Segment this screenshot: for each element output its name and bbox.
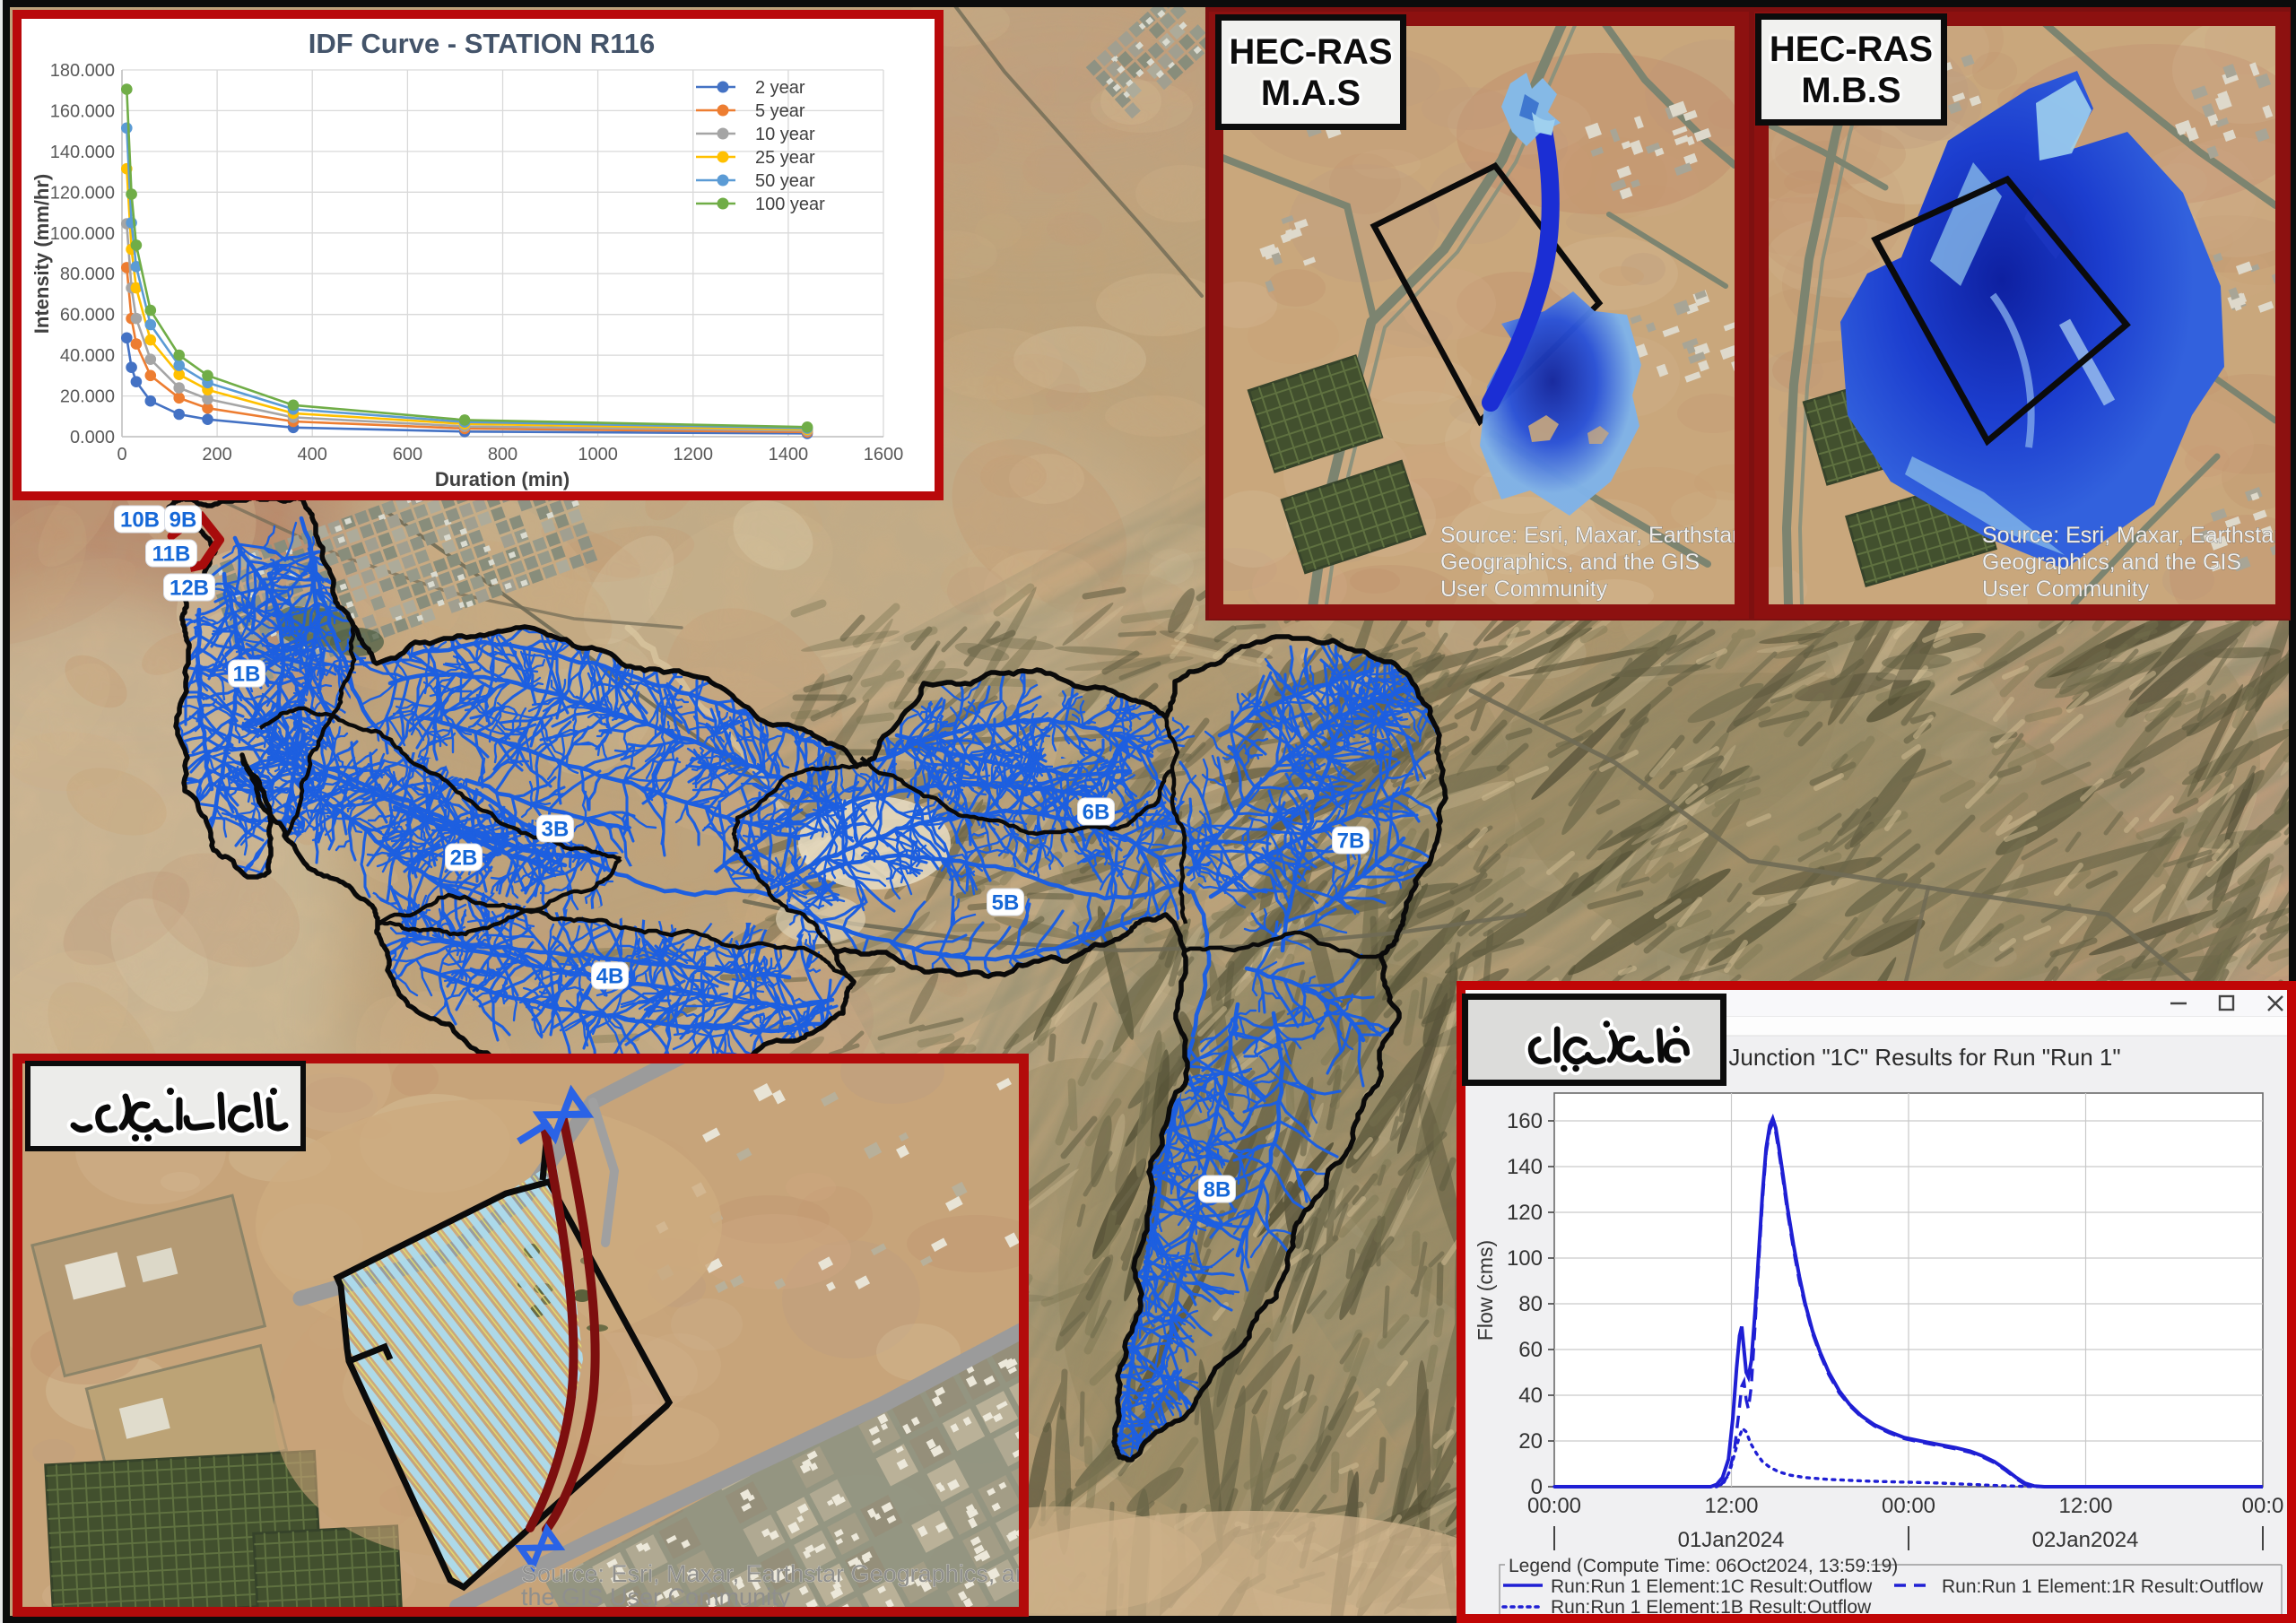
svg-text:100.000: 100.000 [50, 224, 115, 244]
svg-text:Flow (cms): Flow (cms) [1474, 1240, 1497, 1341]
svg-text:0.000: 0.000 [70, 428, 115, 447]
svg-text:Source: Esri, Maxar, Earthstar: Source: Esri, Maxar, Earthstar [1440, 523, 1735, 548]
svg-text:Run:Run 1 Element:1B Result:Ou: Run:Run 1 Element:1B Result:Outflow [1551, 1597, 1872, 1614]
svg-text:Duration (min): Duration (min) [435, 468, 570, 490]
svg-text:10 year: 10 year [755, 125, 815, 144]
svg-text:1600: 1600 [864, 445, 904, 464]
svg-text:120.000: 120.000 [50, 183, 115, 203]
svg-text:180.000: 180.000 [50, 61, 115, 81]
svg-text:10B: 10B [120, 508, 160, 533]
svg-text:Legend (Compute Time: 06Oct202: Legend (Compute Time: 06Oct2024, 13:59:1… [1509, 1556, 1898, 1576]
svg-text:800: 800 [488, 445, 517, 464]
svg-text:5B: 5B [992, 891, 1020, 916]
svg-text:00:00: 00:00 [1527, 1494, 1581, 1518]
svg-text:100: 100 [1507, 1246, 1543, 1271]
svg-text:Geographics, and the GIS: Geographics, and the GIS [1982, 550, 2241, 575]
svg-text:80.000: 80.000 [60, 265, 115, 284]
svg-text:400: 400 [298, 445, 327, 464]
svg-text:00:0: 00:0 [2242, 1494, 2284, 1518]
svg-text:User Community: User Community [1440, 577, 1608, 602]
svg-text:140: 140 [1507, 1155, 1543, 1179]
svg-text:3B: 3B [542, 818, 570, 842]
svg-text:140.000: 140.000 [50, 143, 115, 162]
svg-text:25 year: 25 year [755, 148, 815, 168]
svg-text:Run:Run 1 Element:1R Result:Ou: Run:Run 1 Element:1R Result:Outflow [1942, 1576, 2264, 1597]
svg-text:200: 200 [202, 445, 231, 464]
svg-text:Geographics, and the GIS: Geographics, and the GIS [1440, 550, 1700, 575]
svg-text:1B: 1B [233, 663, 261, 687]
svg-text:60.000: 60.000 [60, 306, 115, 325]
svg-text:1000: 1000 [578, 445, 618, 464]
svg-text:40.000: 40.000 [60, 346, 115, 366]
svg-text:50 year: 50 year [755, 171, 815, 191]
svg-text:60: 60 [1518, 1338, 1543, 1362]
svg-text:the GIS User Community: the GIS User Community [521, 1584, 791, 1607]
svg-text:Junction "1C" Results for Run: Junction "1C" Results for Run "Run 1" [1728, 1044, 2120, 1071]
svg-text:Source: Esri, Maxar, Earthstar: Source: Esri, Maxar, Earthstar Geographi… [521, 1560, 1019, 1587]
svg-text:9B: 9B [170, 508, 197, 533]
svg-text:1400: 1400 [769, 445, 809, 464]
svg-text:6B: 6B [1083, 801, 1110, 825]
svg-text:8B: 8B [1204, 1178, 1231, 1202]
svg-text:0: 0 [1531, 1475, 1543, 1499]
svg-text:12:00: 12:00 [1704, 1494, 1758, 1518]
svg-text:Intensity (mm/hr): Intensity (mm/hr) [30, 174, 53, 334]
svg-text:160.000: 160.000 [50, 101, 115, 121]
svg-text:Source: Esri, Maxar, Earthstar: Source: Esri, Maxar, Earthstar [1982, 523, 2275, 548]
svg-text:80: 80 [1518, 1292, 1543, 1316]
svg-text:100 year: 100 year [755, 195, 825, 214]
svg-text:User Community: User Community [1982, 577, 2150, 602]
svg-text:12:00: 12:00 [2058, 1494, 2112, 1518]
svg-text:600: 600 [393, 445, 422, 464]
svg-text:7B: 7B [1337, 829, 1365, 854]
svg-text:5 year: 5 year [755, 101, 805, 121]
svg-text:00:00: 00:00 [1882, 1494, 1935, 1518]
svg-text:12B: 12B [170, 577, 209, 601]
svg-text:4B: 4B [596, 965, 624, 989]
svg-text:1200: 1200 [674, 445, 714, 464]
svg-text:11B: 11B [152, 542, 191, 567]
svg-text:20.000: 20.000 [60, 387, 115, 407]
svg-text:120: 120 [1507, 1201, 1543, 1225]
svg-text:20: 20 [1518, 1429, 1543, 1454]
svg-text:IDF Curve - STATION R116: IDF Curve - STATION R116 [309, 28, 655, 59]
svg-text:01Jan2024: 01Jan2024 [1678, 1528, 1785, 1552]
svg-text:160: 160 [1507, 1109, 1543, 1133]
svg-text:40: 40 [1518, 1384, 1543, 1408]
svg-text:02Jan2024: 02Jan2024 [2032, 1528, 2139, 1552]
svg-text:Run:Run 1 Element:1C Result:Ou: Run:Run 1 Element:1C Result:Outflow [1551, 1576, 1873, 1597]
svg-text:2B: 2B [450, 846, 478, 871]
svg-text:0: 0 [117, 445, 126, 464]
svg-text:2 year: 2 year [755, 78, 805, 98]
